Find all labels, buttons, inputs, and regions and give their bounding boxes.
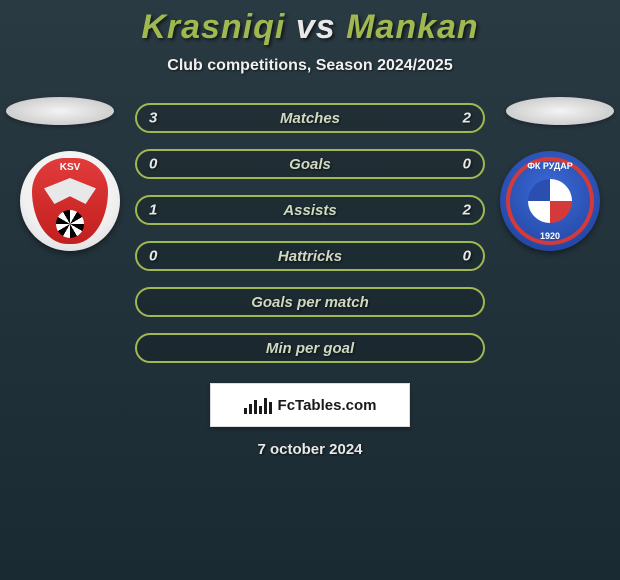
stat-label: Matches [280,110,340,127]
crest-right-text: ФК РУДАР [500,161,600,171]
subtitle: Club competitions, Season 2024/2025 [0,57,620,75]
shield-icon [32,158,108,244]
stat-label: Goals [289,156,331,173]
stat-row-matches: 3 Matches 2 [135,103,485,133]
stat-rows: 3 Matches 2 0 Goals 0 1 Assists 2 0 Hatt… [135,103,485,363]
stat-row-goals-per-match: Goals per match [135,287,485,317]
stat-right-value: 0 [463,156,471,173]
date-text: 7 october 2024 [0,441,620,458]
club-crest-right: ФК РУДАР 1920 [500,151,600,251]
stat-row-assists: 1 Assists 2 [135,195,485,225]
stat-left-value: 0 [149,248,157,265]
stat-right-value: 2 [463,202,471,219]
eagle-icon [44,178,96,204]
stat-left-value: 1 [149,202,157,219]
bars-icon [244,396,272,414]
pedestal-left [6,97,114,125]
comparison-stage: ФК РУДАР 1920 3 Matches 2 0 Goals 0 1 As… [0,103,620,363]
stat-row-goals: 0 Goals 0 [135,149,485,179]
stat-label: Assists [283,202,336,219]
stat-left-value: 3 [149,110,157,127]
brand-badge: FcTables.com [210,383,410,427]
stat-right-value: 0 [463,248,471,265]
club-crest-left [20,151,120,251]
stat-row-hattricks: 0 Hattricks 0 [135,241,485,271]
stat-label: Min per goal [266,340,354,357]
player1-name: Krasniqi [141,8,285,46]
stat-row-min-per-goal: Min per goal [135,333,485,363]
crest-right-year: 1920 [500,231,600,241]
player2-name: Mankan [346,8,479,46]
stat-right-value: 2 [463,110,471,127]
stat-label: Hattricks [278,248,342,265]
brand-text: FcTables.com [278,397,377,414]
stat-left-value: 0 [149,156,157,173]
stat-label: Goals per match [251,294,369,311]
swirl-icon [528,179,572,223]
vs-text: vs [296,8,336,46]
pedestal-right [506,97,614,125]
comparison-title: Krasniqi vs Mankan [0,0,620,47]
